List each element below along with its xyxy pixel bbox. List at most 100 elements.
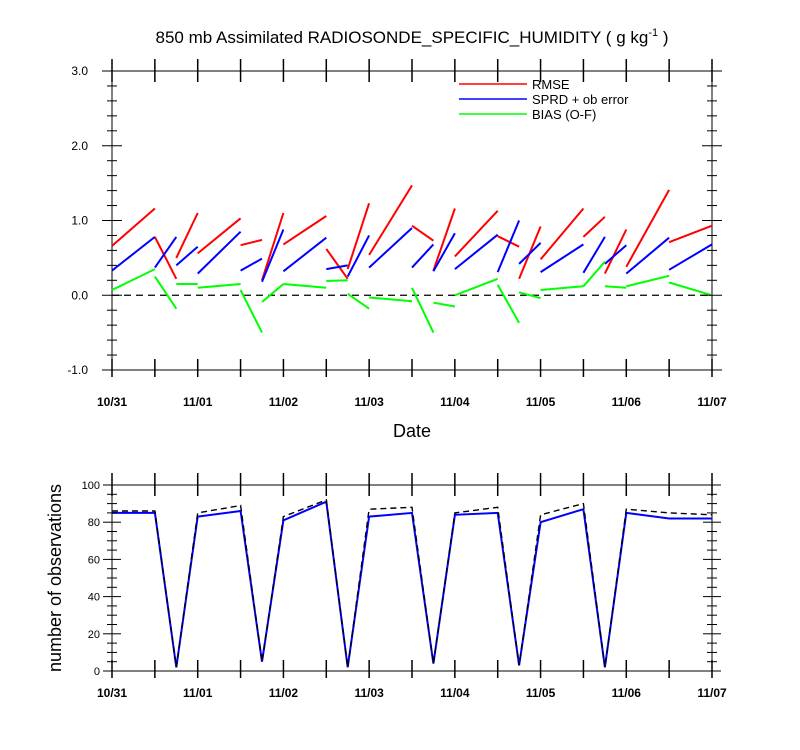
bias-o-f-segment xyxy=(261,283,285,303)
rmse-segment xyxy=(197,217,242,255)
y-tick-label: 40 xyxy=(88,592,100,604)
x-tick-label: 11/05 xyxy=(526,395,556,409)
bias-o-f-segment xyxy=(197,283,241,289)
top-series-group xyxy=(111,184,713,334)
bottom-y-tick-labels: 0 20 40 60 80 100 xyxy=(82,480,100,678)
x-tick-label: 11/07 xyxy=(697,395,727,409)
rmse-segment xyxy=(346,202,371,270)
sprd-ob-error-segment xyxy=(154,236,178,269)
sprd-ob-error-segment xyxy=(282,236,327,273)
sprd-ob-error-segment xyxy=(346,234,370,278)
rmse-segment xyxy=(325,248,349,280)
bias-o-f-segment xyxy=(626,274,670,288)
top-panel: -1.0 0.0 1.0 2.0 3.0 10/31 11/01 11/02 11/03 11/… xyxy=(67,59,727,441)
observations-used-line xyxy=(112,500,712,668)
rmse-segment xyxy=(497,235,520,248)
bottom-series-group xyxy=(111,498,713,668)
rmse-segment xyxy=(432,208,456,271)
y-tick-label: 3.0 xyxy=(71,64,88,78)
top-y-tick-labels: -1.0 0.0 1.0 2.0 3.0 xyxy=(67,64,88,377)
series-rmse xyxy=(111,184,713,281)
rmse-segment xyxy=(111,207,156,247)
top-ticks xyxy=(102,59,722,377)
x-tick-label: 11/02 xyxy=(269,686,299,700)
bottom-panel: 0 20 40 60 80 100 10/31 11/01 11/02 11/03 11/04 11… xyxy=(45,473,727,700)
sprd-ob-error-segment xyxy=(625,236,670,275)
series-bias-o-f xyxy=(111,260,713,334)
rmse-segment xyxy=(175,212,199,259)
bias-o-f-segment xyxy=(604,285,627,289)
top-x-tick-labels: 10/31 11/01 11/02 11/03 11/04 11/05 11/06 11/07 xyxy=(97,395,727,409)
x-tick-label: 10/31 xyxy=(97,686,127,700)
sprd-ob-error-segment xyxy=(432,232,456,272)
bias-o-f-segment xyxy=(347,292,370,310)
legend-label-sprd-ob-error: SPRD + ob error xyxy=(532,92,629,107)
x-tick-label: 11/01 xyxy=(183,686,213,700)
sprd-ob-error-segment xyxy=(496,220,521,273)
rmse-segment xyxy=(154,236,178,280)
rmse-segment xyxy=(282,215,327,246)
bias-o-f-segment xyxy=(496,284,520,324)
sprd-ob-error-segment xyxy=(197,230,242,275)
sprd-ob-error-segment xyxy=(326,264,348,271)
bottom-y-axis-title: number of observations xyxy=(45,484,65,672)
bias-o-f-segment xyxy=(582,260,606,287)
bias-o-f-segment xyxy=(540,285,584,291)
y-tick-label: 0 xyxy=(94,666,100,678)
sprd-ob-error-segment xyxy=(175,245,199,267)
x-tick-label: 11/04 xyxy=(440,395,470,409)
sprd-ob-error-segment xyxy=(240,257,263,272)
bias-o-f-segment xyxy=(411,287,435,334)
y-tick-label: 20 xyxy=(88,629,100,641)
top-plot-frame xyxy=(111,70,713,371)
y-tick-label: 0.0 xyxy=(71,288,88,302)
legend-label-bias-o-f: BIAS (O-F) xyxy=(532,107,596,122)
rmse-segment xyxy=(240,238,263,247)
rmse-segment xyxy=(261,212,285,281)
y-tick-label: 80 xyxy=(88,517,100,529)
observations-dashed-line xyxy=(112,498,713,668)
sprd-ob-error-segment xyxy=(668,243,713,271)
rmse-segment xyxy=(454,210,499,258)
x-tick-label: 10/31 xyxy=(97,395,127,409)
bias-o-f-segment xyxy=(454,277,499,297)
rmse-segment xyxy=(368,184,413,256)
sprd-ob-error-segment xyxy=(518,242,542,265)
y-tick-label: 100 xyxy=(82,480,100,492)
chart-title: 850 mb Assimilated RADIOSONDE_SPECIFIC_H… xyxy=(156,27,669,47)
x-tick-label: 11/02 xyxy=(269,395,299,409)
sprd-ob-error-segment xyxy=(540,243,584,273)
sprd-ob-error-segment xyxy=(368,227,413,269)
rmse-segment xyxy=(539,207,585,261)
x-tick-label: 11/01 xyxy=(183,395,213,409)
bias-o-f-segment xyxy=(154,276,178,310)
bias-o-f-segment xyxy=(283,283,327,289)
rmse-segment xyxy=(411,224,434,242)
sprd-ob-error-segment xyxy=(582,236,606,274)
sprd-ob-error-segment xyxy=(454,233,499,270)
bottom-ticks xyxy=(103,473,721,678)
series-sprd-ob-error xyxy=(111,220,713,283)
y-tick-label: 2.0 xyxy=(71,139,88,153)
x-tick-label: 11/06 xyxy=(612,686,642,700)
bias-o-f-segment xyxy=(668,281,713,297)
y-tick-label: -1.0 xyxy=(67,363,88,377)
sprd-ob-error-segment xyxy=(111,236,156,272)
bias-o-f-segment xyxy=(369,296,413,303)
bias-o-f-segment xyxy=(239,289,263,334)
rmse-segment xyxy=(625,189,670,268)
x-tick-label: 11/03 xyxy=(354,395,384,409)
bias-o-f-segment xyxy=(433,301,456,308)
sprd-ob-error-segment xyxy=(604,244,627,265)
x-tick-label: 11/04 xyxy=(440,686,470,700)
sprd-ob-error-segment xyxy=(411,243,435,269)
rmse-segment xyxy=(668,224,713,244)
bias-o-f-segment xyxy=(326,279,348,282)
x-tick-label: 11/07 xyxy=(697,686,727,700)
top-x-axis-title: Date xyxy=(393,421,431,441)
y-tick-label: 60 xyxy=(88,554,100,566)
rmse-segment xyxy=(582,216,606,238)
bias-o-f-segment xyxy=(518,291,541,300)
